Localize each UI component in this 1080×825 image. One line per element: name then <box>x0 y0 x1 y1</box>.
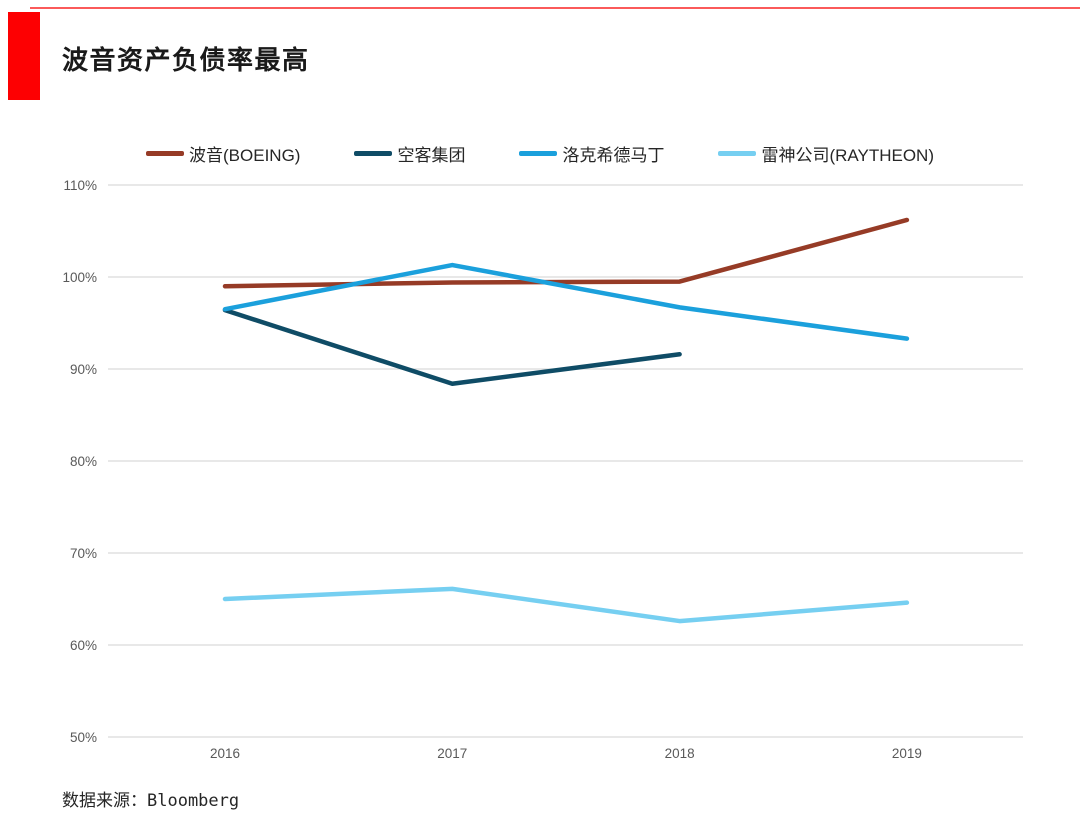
legend-label: 空客集团 <box>397 146 466 165</box>
series-line-0 <box>222 217 910 289</box>
red-accent-block <box>8 12 40 100</box>
series-line-1 <box>222 307 682 386</box>
legend-swatch-icon <box>146 151 185 156</box>
legend-swatch-icon <box>718 151 757 156</box>
legend-label: 洛克希德马丁 <box>562 146 665 165</box>
chart-title: 波音资产负债率最高 <box>62 45 310 75</box>
legend-label: 雷神公司(RAYTHEON) <box>761 146 934 165</box>
y-axis-tick-label: 80% <box>70 454 97 469</box>
legend-label: 波音(BOEING) <box>189 146 301 165</box>
legend-item-0[interactable]: 波音(BOEING) <box>146 141 300 166</box>
series-line-3 <box>222 586 910 624</box>
legend-swatch-icon <box>354 151 393 156</box>
y-axis-tick-label: 50% <box>70 730 97 745</box>
x-axis-tick-label: 2018 <box>665 746 695 761</box>
legend-item-2[interactable]: 洛克希德马丁 <box>519 141 664 166</box>
chart-legend: 波音(BOEING) 空客集团 洛克希德马丁 雷神公司(RAYTHEON) <box>0 141 1080 166</box>
legend-item-1[interactable]: 空客集团 <box>354 141 465 166</box>
top-accent-rule <box>30 7 1080 9</box>
y-axis-tick-label: 100% <box>62 270 97 285</box>
x-axis-tick-label: 2017 <box>437 746 467 761</box>
legend-swatch-icon <box>519 151 558 156</box>
y-axis-tick-label: 90% <box>70 362 97 377</box>
series-line-2 <box>222 262 910 341</box>
y-axis-tick-label: 70% <box>70 546 97 561</box>
y-axis-tick-label: 60% <box>70 638 97 653</box>
x-axis-tick-label: 2016 <box>210 746 240 761</box>
legend-item-3[interactable]: 雷神公司(RAYTHEON) <box>718 141 934 166</box>
source-note: 数据来源：Bloomberg <box>62 791 240 811</box>
x-axis-tick-label: 2019 <box>892 746 922 761</box>
y-axis-tick-label: 110% <box>63 178 97 193</box>
